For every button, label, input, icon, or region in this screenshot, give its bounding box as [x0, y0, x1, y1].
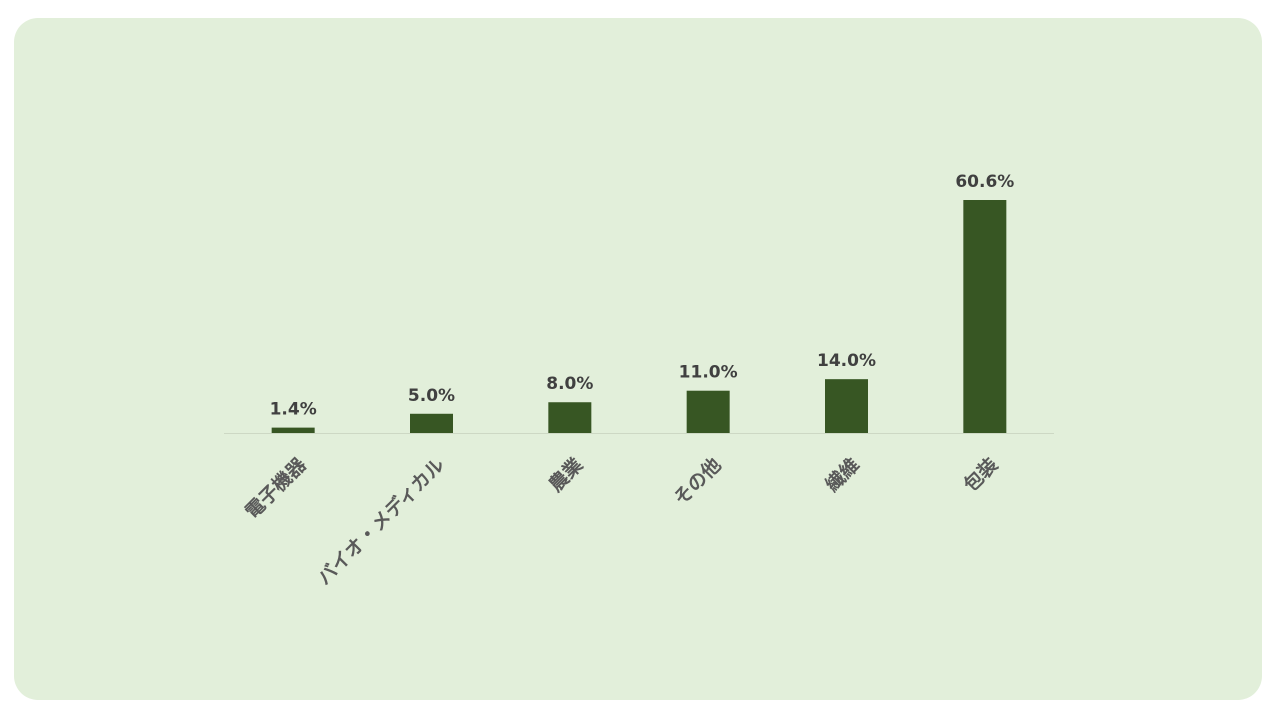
value-label: 11.0%	[679, 363, 738, 383]
bar	[825, 379, 868, 433]
value-label: 14.0%	[817, 351, 876, 371]
bar	[410, 413, 453, 433]
bar	[963, 200, 1007, 433]
bar	[271, 427, 315, 433]
value-label: 8.0%	[546, 374, 593, 394]
value-label: 5.0%	[408, 386, 455, 406]
chart-panel	[14, 18, 1262, 700]
bar	[686, 390, 730, 433]
bar	[548, 402, 592, 433]
value-label: 1.4%	[270, 400, 317, 420]
value-label: 60.6%	[955, 172, 1014, 192]
